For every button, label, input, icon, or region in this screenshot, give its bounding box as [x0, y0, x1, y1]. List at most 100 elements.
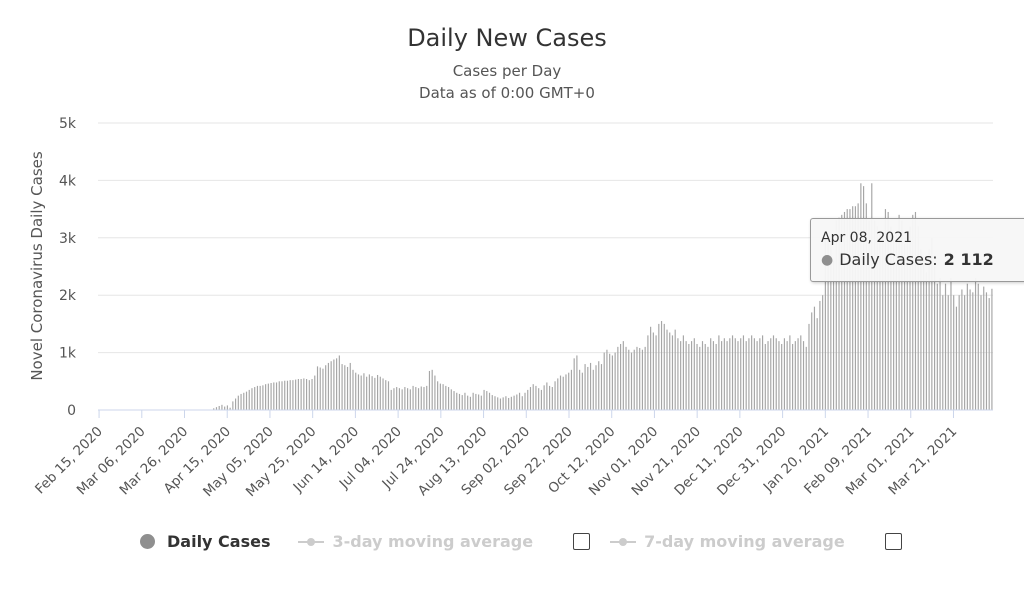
bar[interactable]	[508, 397, 510, 410]
bar[interactable]	[890, 226, 892, 410]
bar[interactable]	[800, 335, 802, 410]
bar[interactable]	[237, 395, 239, 410]
bar[interactable]	[893, 237, 895, 410]
bar[interactable]	[633, 349, 635, 410]
bar[interactable]	[398, 388, 400, 410]
bar[interactable]	[297, 379, 299, 410]
bar[interactable]	[936, 283, 938, 410]
bar[interactable]	[363, 373, 365, 410]
bar[interactable]	[835, 220, 837, 410]
bar[interactable]	[529, 387, 532, 410]
bar[interactable]	[527, 389, 529, 410]
bar[interactable]	[532, 384, 534, 410]
bar[interactable]	[816, 318, 818, 410]
bar[interactable]	[412, 385, 414, 410]
bar[interactable]	[494, 396, 496, 410]
bar[interactable]	[598, 361, 600, 410]
bar[interactable]	[748, 338, 750, 410]
bar[interactable]	[570, 369, 573, 410]
bar[interactable]	[355, 372, 357, 410]
bar[interactable]	[879, 232, 881, 410]
bar[interactable]	[969, 289, 971, 410]
bar[interactable]	[346, 366, 349, 410]
bar[interactable]	[811, 312, 813, 410]
checkbox-7day-average[interactable]	[884, 533, 902, 550]
bar[interactable]	[546, 382, 548, 410]
bar[interactable]	[262, 385, 264, 410]
bar[interactable]	[600, 364, 603, 410]
bar[interactable]	[822, 295, 824, 410]
bar[interactable]	[912, 214, 914, 410]
bar[interactable]	[906, 237, 908, 410]
bar[interactable]	[617, 346, 619, 410]
bar[interactable]	[256, 385, 259, 410]
bar[interactable]	[685, 341, 687, 410]
bar[interactable]	[445, 385, 447, 410]
bar[interactable]	[516, 394, 518, 411]
bar[interactable]	[939, 277, 941, 410]
bar[interactable]	[917, 226, 919, 410]
bar[interactable]	[453, 391, 455, 410]
bar[interactable]	[783, 338, 785, 410]
bar[interactable]	[368, 374, 370, 410]
bar[interactable]	[958, 295, 960, 410]
bar[interactable]	[434, 375, 436, 410]
bar[interactable]	[696, 343, 698, 410]
bar[interactable]	[860, 183, 862, 410]
bar[interactable]	[609, 353, 611, 410]
bar[interactable]	[680, 341, 682, 410]
bar[interactable]	[663, 323, 665, 410]
bar[interactable]	[325, 365, 327, 410]
bar[interactable]	[251, 388, 253, 410]
bar[interactable]	[770, 338, 772, 410]
bar[interactable]	[846, 209, 848, 410]
bar[interactable]	[953, 295, 955, 410]
bar[interactable]	[480, 395, 482, 410]
bar[interactable]	[898, 214, 900, 410]
bar[interactable]	[281, 381, 283, 410]
bar[interactable]	[931, 237, 933, 410]
bar[interactable]	[568, 372, 570, 410]
bar[interactable]	[404, 387, 406, 410]
bar[interactable]	[789, 335, 791, 410]
bar[interactable]	[887, 211, 889, 410]
bar[interactable]	[371, 376, 373, 410]
bar[interactable]	[592, 369, 594, 410]
bar[interactable]	[278, 381, 280, 410]
bar[interactable]	[863, 186, 865, 410]
bar[interactable]	[712, 341, 715, 410]
bar[interactable]	[620, 343, 622, 410]
bar[interactable]	[497, 397, 499, 410]
bar[interactable]	[721, 341, 723, 410]
bar[interactable]	[330, 361, 332, 410]
bar[interactable]	[407, 388, 409, 410]
bar[interactable]	[805, 346, 807, 410]
bar[interactable]	[221, 404, 223, 410]
bar[interactable]	[232, 401, 234, 410]
bar[interactable]	[235, 398, 237, 410]
bar[interactable]	[344, 365, 346, 410]
bar[interactable]	[772, 335, 775, 410]
bar[interactable]	[707, 346, 709, 410]
bar[interactable]	[928, 249, 930, 410]
bar[interactable]	[464, 392, 466, 410]
bar[interactable]	[942, 295, 944, 410]
bar[interactable]	[813, 306, 816, 410]
bar[interactable]	[710, 338, 712, 410]
bar[interactable]	[576, 355, 578, 410]
bar[interactable]	[352, 369, 354, 410]
bar[interactable]	[923, 260, 925, 410]
bar[interactable]	[229, 407, 231, 410]
legend-item-daily-cases[interactable]: Daily Cases	[140, 532, 270, 551]
bar[interactable]	[764, 343, 766, 410]
bar[interactable]	[742, 335, 745, 410]
bar[interactable]	[778, 341, 780, 410]
bar[interactable]	[792, 343, 794, 410]
bar[interactable]	[644, 346, 646, 410]
bar[interactable]	[704, 343, 706, 410]
bar[interactable]	[797, 338, 799, 410]
bar[interactable]	[538, 388, 540, 410]
bar[interactable]	[379, 376, 381, 410]
bar[interactable]	[808, 323, 810, 410]
bar[interactable]	[884, 209, 887, 410]
